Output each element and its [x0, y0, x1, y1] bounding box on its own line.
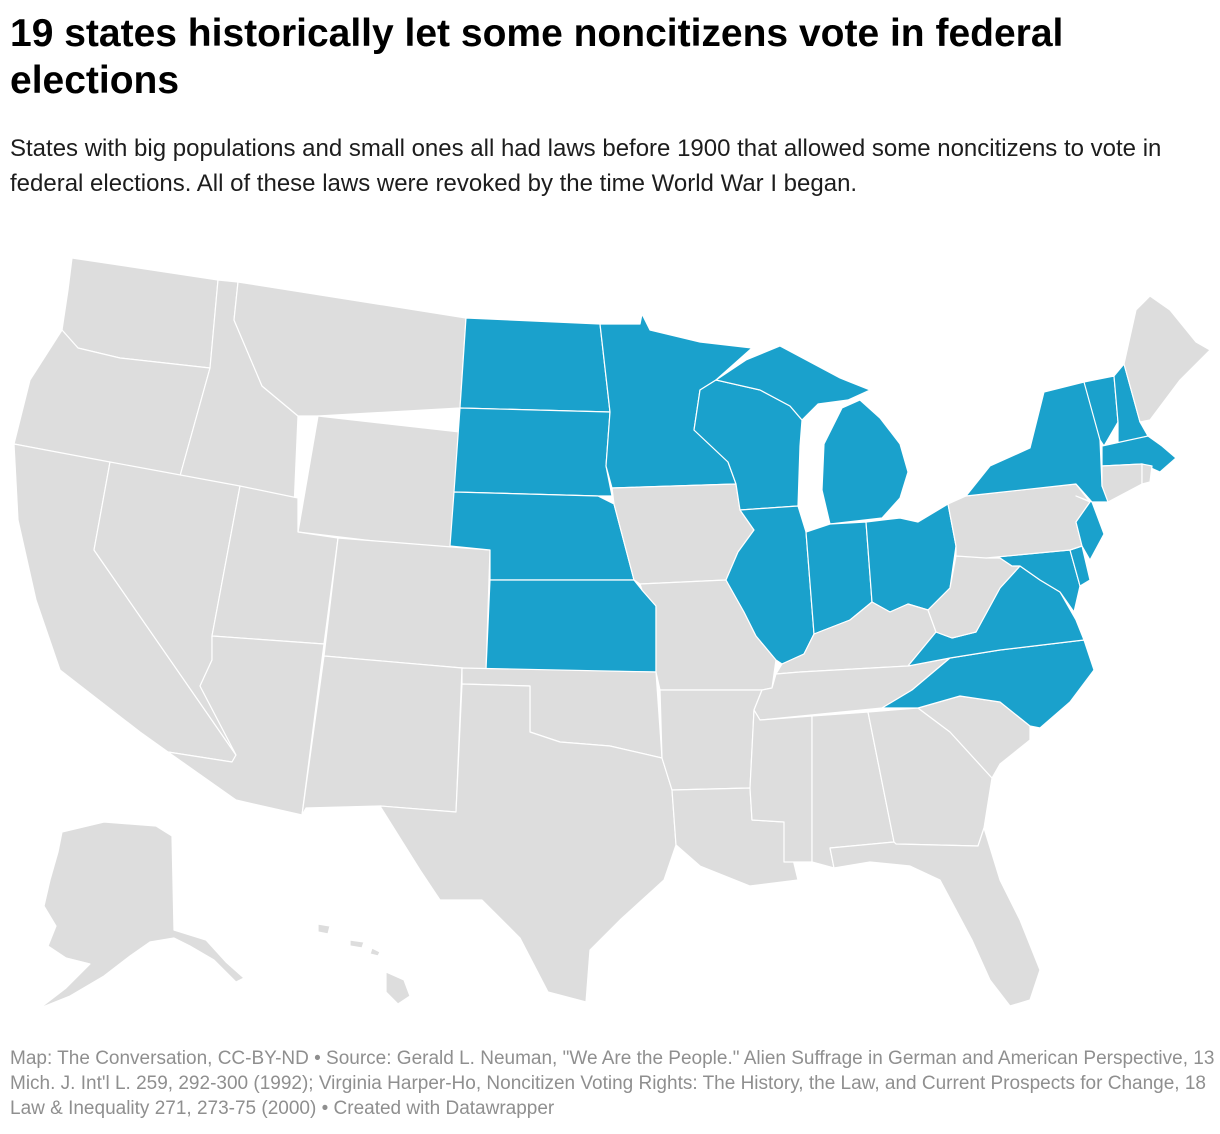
state-rhode-island	[1141, 463, 1153, 485]
state-kansas[interactable]	[485, 579, 657, 673]
source-footer: Map: The Conversation, CC-BY-ND • Source…	[10, 1048, 1215, 1119]
chart-subtitle: States with big populations and small on…	[10, 135, 1162, 197]
state-north-dakota[interactable]	[459, 317, 611, 413]
state-maine	[1123, 295, 1211, 423]
state-connecticut	[1101, 463, 1143, 503]
state-new-mexico	[301, 655, 463, 816]
state-vermont[interactable]	[1083, 375, 1119, 447]
state-arkansas	[659, 689, 763, 791]
state-florida	[829, 827, 1041, 1007]
state-arizona	[167, 635, 325, 816]
us-map	[0, 240, 1220, 1030]
state-colorado	[323, 537, 491, 671]
state-hawaii	[317, 923, 411, 1005]
state-alaska	[39, 821, 245, 1009]
us-map-svg	[13, 257, 1211, 1009]
chart-title: 19 states historically let some noncitiz…	[10, 12, 1064, 102]
state-michigan-upper[interactable]	[715, 345, 871, 421]
state-new-jersey[interactable]	[1075, 495, 1105, 561]
state-wyoming	[297, 415, 461, 551]
state-south-dakota[interactable]	[453, 407, 613, 497]
state-texas	[379, 683, 677, 1003]
state-michigan-lower[interactable]	[821, 399, 909, 525]
